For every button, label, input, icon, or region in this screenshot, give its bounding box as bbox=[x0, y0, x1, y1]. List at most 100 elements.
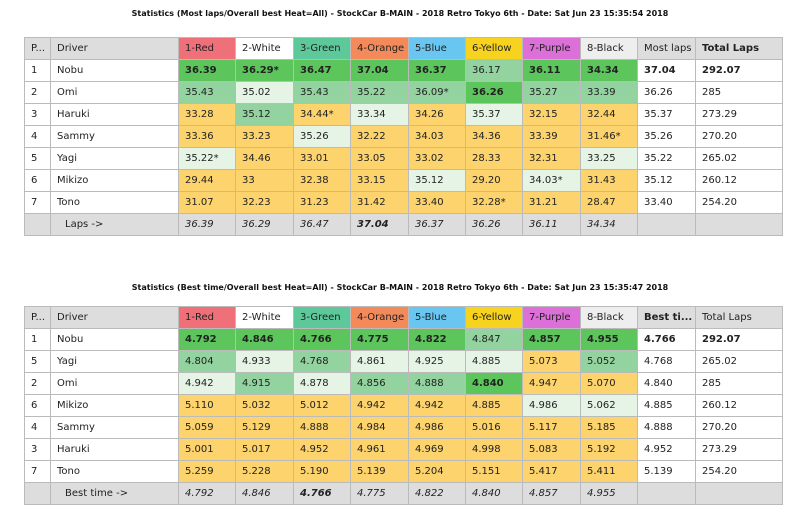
column-header-2-white[interactable]: 2-White bbox=[235, 37, 294, 60]
column-header-5-blue[interactable]: 5-Blue bbox=[408, 37, 466, 60]
lane-cell: 33.36 bbox=[178, 125, 236, 148]
lane-cell: 36.17 bbox=[465, 59, 523, 82]
column-header-3-green[interactable]: 3-Green bbox=[293, 306, 351, 329]
lane-cell: 4.804 bbox=[178, 350, 236, 373]
column-header-total-laps[interactable]: Total Laps bbox=[695, 37, 783, 60]
table-row[interactable]: 6 Mikizo 5.110 5.032 5.012 4.942 4.942 4.885 4.9… bbox=[24, 394, 783, 417]
lane-cell: 31.43 bbox=[580, 169, 638, 192]
table-row[interactable]: 2 Omi 4.942 4.915 4.878 4.856 4.888 4.840 4.947 5… bbox=[24, 372, 783, 395]
position-cell: 3 bbox=[24, 103, 51, 126]
column-header-6-yellow[interactable]: 6-Yellow bbox=[465, 306, 523, 329]
lane-cell: 34.36 bbox=[465, 125, 523, 148]
lane-cell: 35.43 bbox=[178, 81, 236, 104]
column-header-4-orange[interactable]: 4-Orange bbox=[350, 37, 409, 60]
lane-cell: 5.070 bbox=[580, 372, 638, 395]
lane-cell: 35.27 bbox=[522, 81, 581, 104]
lane-cell: 34.26 bbox=[408, 103, 466, 126]
column-header-7-purple[interactable]: 7-Purple bbox=[522, 306, 581, 329]
column-header-6-yellow[interactable]: 6-Yellow bbox=[465, 37, 523, 60]
table-row[interactable]: 7 Tono 31.07 32.23 31.23 31.42 33.40 32.28* 31.2… bbox=[24, 191, 783, 214]
driver-cell: Mikizo bbox=[50, 394, 179, 417]
table-row[interactable]: 1 Nobu 36.39 36.29* 36.47 37.04 36.37 36.17 36.1… bbox=[24, 59, 783, 82]
best-cell: 4.952 bbox=[637, 438, 696, 461]
lane-cell: 4.822 bbox=[408, 328, 466, 351]
column-header-total-laps[interactable]: Total Laps bbox=[695, 306, 783, 329]
footer-value: 4.857 bbox=[522, 482, 581, 505]
lane-cell: 36.09* bbox=[408, 81, 466, 104]
lane-cell: 33.34 bbox=[350, 103, 409, 126]
lane-cell: 31.21 bbox=[522, 191, 581, 214]
column-header-most-laps[interactable]: Most laps bbox=[637, 37, 696, 60]
lane-cell: 28.33 bbox=[465, 147, 523, 170]
total-laps-cell: 260.12 bbox=[695, 394, 783, 417]
footer-value: 34.34 bbox=[580, 213, 638, 236]
lane-cell: 35.22* bbox=[178, 147, 236, 170]
lane-cell: 31.46* bbox=[580, 125, 638, 148]
lane-cell: 33.23 bbox=[235, 125, 294, 148]
table-row[interactable]: 2 Omi 35.43 35.02 35.43 35.22 36.09* 36.26 35.27… bbox=[24, 81, 783, 104]
table-row[interactable]: 7 Tono 5.259 5.228 5.190 5.139 5.204 5.151 5.417… bbox=[24, 460, 783, 483]
column-header-p[interactable]: P... bbox=[24, 37, 51, 60]
table-row[interactable]: 5 Yagi 35.22* 34.46 33.01 33.05 33.02 28.33 32.3… bbox=[24, 147, 783, 170]
lane-cell: 5.228 bbox=[235, 460, 294, 483]
footer-row: Best time -> 4.792 4.846 4.766 4.775 4.822 4.8… bbox=[24, 482, 783, 505]
total-laps-cell: 273.29 bbox=[695, 103, 783, 126]
lane-cell: 5.012 bbox=[293, 394, 351, 417]
lane-cell: 31.07 bbox=[178, 191, 236, 214]
position-cell: 5 bbox=[24, 147, 51, 170]
lane-cell: 33.39 bbox=[580, 81, 638, 104]
driver-cell: Yagi bbox=[50, 147, 179, 170]
lane-cell: 4.942 bbox=[408, 394, 466, 417]
footer-value: 36.29 bbox=[235, 213, 294, 236]
column-header-1-red[interactable]: 1-Red bbox=[178, 306, 236, 329]
lane-cell: 34.03* bbox=[522, 169, 581, 192]
column-header-4-orange[interactable]: 4-Orange bbox=[350, 306, 409, 329]
lane-cell: 4.857 bbox=[522, 328, 581, 351]
column-header-driver[interactable]: Driver bbox=[50, 37, 179, 60]
column-header-3-green[interactable]: 3-Green bbox=[293, 37, 351, 60]
lane-cell: 32.31 bbox=[522, 147, 581, 170]
driver-cell: Haruki bbox=[50, 438, 179, 461]
table-row[interactable]: 3 Haruki 33.28 35.12 34.44* 33.34 34.26 35.37 32… bbox=[24, 103, 783, 126]
position-cell: 7 bbox=[24, 460, 51, 483]
position-cell: 5 bbox=[24, 350, 51, 373]
lane-cell: 36.11 bbox=[522, 59, 581, 82]
column-header-8-black[interactable]: 8-Black bbox=[580, 37, 638, 60]
footer-value: 37.04 bbox=[350, 213, 409, 236]
column-header-8-black[interactable]: 8-Black bbox=[580, 306, 638, 329]
lane-cell: 34.34 bbox=[580, 59, 638, 82]
driver-cell: Mikizo bbox=[50, 169, 179, 192]
lane-cell: 5.129 bbox=[235, 416, 294, 439]
column-header-driver[interactable]: Driver bbox=[50, 306, 179, 329]
header-row: P... Driver 1-Red 2-White 3-Green 4-Orange 5-B… bbox=[24, 37, 783, 60]
table-row[interactable]: 3 Haruki 5.001 5.017 4.952 4.961 4.969 4.998 5.0… bbox=[24, 438, 783, 461]
lane-cell: 5.185 bbox=[580, 416, 638, 439]
total-laps-cell: 292.07 bbox=[695, 59, 783, 82]
table-row[interactable]: 1 Nobu 4.792 4.846 4.766 4.775 4.822 4.847 4.857… bbox=[24, 328, 783, 351]
footer-value: 36.26 bbox=[465, 213, 523, 236]
column-header-best-ti[interactable]: Best ti... bbox=[637, 306, 696, 329]
lane-cell: 5.411 bbox=[580, 460, 638, 483]
column-header-7-purple[interactable]: 7-Purple bbox=[522, 37, 581, 60]
lane-cell: 4.846 bbox=[235, 328, 294, 351]
lane-cell: 37.04 bbox=[350, 59, 409, 82]
footer-value: 36.11 bbox=[522, 213, 581, 236]
best-cell: 36.26 bbox=[637, 81, 696, 104]
table-row[interactable]: 4 Sammy 33.36 33.23 35.26 32.22 34.03 34.36 33.3… bbox=[24, 125, 783, 148]
column-header-5-blue[interactable]: 5-Blue bbox=[408, 306, 466, 329]
table-row[interactable]: 5 Yagi 4.804 4.933 4.768 4.861 4.925 4.885 5.073… bbox=[24, 350, 783, 373]
column-header-2-white[interactable]: 2-White bbox=[235, 306, 294, 329]
total-laps-cell: 270.20 bbox=[695, 125, 783, 148]
column-header-p[interactable]: P... bbox=[24, 306, 51, 329]
lane-cell: 5.139 bbox=[350, 460, 409, 483]
lane-cell: 35.02 bbox=[235, 81, 294, 104]
total-laps-cell: 254.20 bbox=[695, 191, 783, 214]
table-row[interactable]: 4 Sammy 5.059 5.129 4.888 4.984 4.986 5.016 5.11… bbox=[24, 416, 783, 439]
column-header-1-red[interactable]: 1-Red bbox=[178, 37, 236, 60]
lane-cell: 4.986 bbox=[522, 394, 581, 417]
table-row[interactable]: 6 Mikizo 29.44 33 32.38 33.15 35.12 29.20 34.03*… bbox=[24, 169, 783, 192]
driver-cell: Sammy bbox=[50, 416, 179, 439]
lane-cell: 31.23 bbox=[293, 191, 351, 214]
driver-cell: Yagi bbox=[50, 350, 179, 373]
total-laps-cell: 260.12 bbox=[695, 169, 783, 192]
